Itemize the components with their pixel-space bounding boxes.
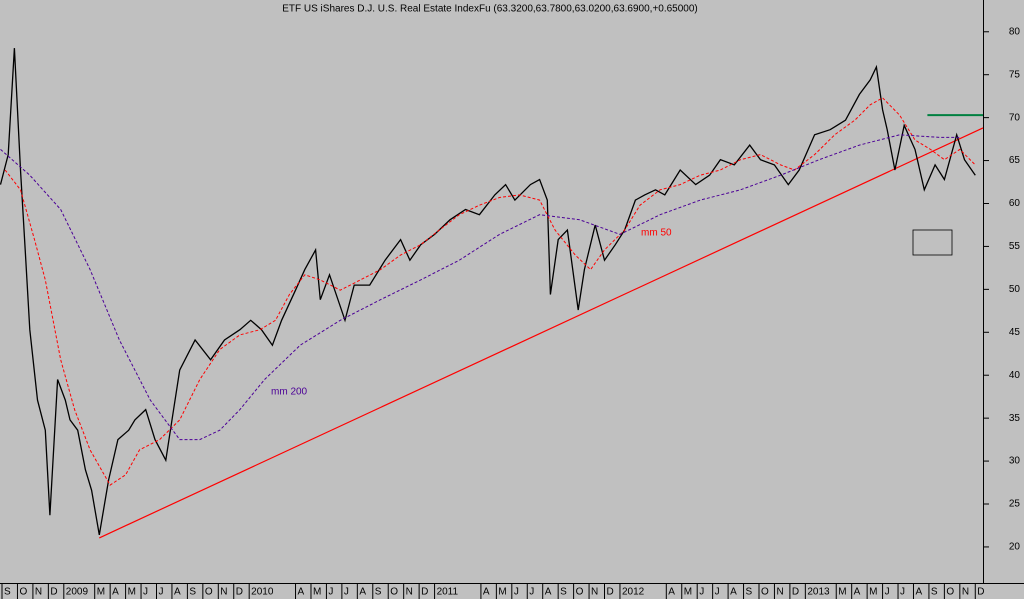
- x-tick-label: A: [298, 587, 305, 598]
- series-line: [0, 134, 960, 441]
- y-tick-label: 50: [1009, 284, 1021, 295]
- x-tick-label: J: [328, 587, 333, 598]
- x-tick-label: J: [529, 587, 534, 598]
- x-tick-label: J: [900, 587, 905, 598]
- x-tick-label: J: [715, 587, 720, 598]
- y-tick-label: 30: [1009, 456, 1021, 467]
- y-tick-label: 25: [1009, 499, 1021, 510]
- x-tick-label: M: [684, 587, 692, 598]
- x-tick-label: O: [576, 587, 584, 598]
- trendline: [99, 127, 984, 539]
- x-tick-label: S: [560, 587, 567, 598]
- x-tick-label: N: [776, 587, 783, 598]
- y-tick-label: 45: [1009, 327, 1021, 338]
- x-tick-label: M: [313, 587, 321, 598]
- x-tick-label: J: [514, 587, 519, 598]
- x-tick-label: 2013: [807, 587, 830, 598]
- x-tick-label: M: [498, 587, 506, 598]
- x-tick-label: A: [668, 587, 675, 598]
- x-tick-label: N: [220, 587, 227, 598]
- annotation-box: [912, 229, 953, 256]
- x-tick-label: A: [915, 587, 922, 598]
- x-tick-label: O: [946, 587, 954, 598]
- x-tick-label: D: [421, 587, 428, 598]
- x-tick-label: O: [205, 587, 213, 598]
- y-tick-label: 35: [1009, 413, 1021, 424]
- chart-title: ETF US iShares D.J. U.S. Real Estate Ind…: [282, 4, 698, 15]
- x-tick-label: D: [792, 587, 799, 598]
- x-tick-label: A: [545, 587, 552, 598]
- x-tick-label: S: [189, 587, 196, 598]
- x-tick-label: M: [128, 587, 136, 598]
- x-tick-label: D: [977, 587, 984, 598]
- y-tick-label: 20: [1009, 542, 1021, 553]
- y-tick-label: 75: [1009, 69, 1021, 80]
- mm50-label: mm 50: [641, 228, 672, 239]
- x-tick-label: M: [869, 587, 877, 598]
- y-tick-label: 55: [1009, 241, 1021, 252]
- x-tick-label: N: [35, 587, 42, 598]
- x-tick-label: N: [962, 587, 969, 598]
- y-tick-label: 60: [1009, 198, 1021, 209]
- x-tick-label: O: [761, 587, 769, 598]
- x-tick-label: A: [730, 587, 737, 598]
- series-line: [4, 97, 976, 486]
- x-tick-label: J: [344, 587, 349, 598]
- series-line: [0, 48, 976, 536]
- plot-area: [0, 0, 983, 583]
- x-tick-label: A: [112, 587, 119, 598]
- x-tick-label: N: [406, 587, 413, 598]
- x-tick-label: D: [607, 587, 614, 598]
- y-tick-label: 70: [1009, 112, 1021, 123]
- x-tick-label: S: [375, 587, 382, 598]
- y-tick-label: 65: [1009, 155, 1021, 166]
- x-tick-label: O: [19, 587, 27, 598]
- x-tick-label: S: [931, 587, 938, 598]
- x-tick-label: A: [483, 587, 490, 598]
- x-tick-label: A: [359, 587, 366, 598]
- x-tick-label: O: [390, 587, 398, 598]
- x-tick-label: A: [174, 587, 181, 598]
- x-tick-label: 2012: [622, 587, 645, 598]
- mm200-label: mm 200: [271, 387, 308, 398]
- x-tick-label: S: [4, 587, 11, 598]
- x-tick-label: 2010: [251, 587, 274, 598]
- x-tick-label: 2011: [437, 587, 459, 598]
- x-tick-label: M: [838, 587, 846, 598]
- x-tick-label: J: [158, 587, 163, 598]
- x-tick-label: D: [50, 587, 57, 598]
- x-tick-label: D: [236, 587, 243, 598]
- x-tick-label: M: [97, 587, 105, 598]
- x-tick-label: J: [885, 587, 890, 598]
- x-tick-label: S: [746, 587, 753, 598]
- x-tick-label: J: [143, 587, 148, 598]
- y-tick-label: 40: [1009, 370, 1021, 381]
- x-tick-label: N: [591, 587, 598, 598]
- x-tick-label: J: [699, 587, 704, 598]
- x-tick-label: 2009: [66, 587, 89, 598]
- x-tick-label: A: [854, 587, 861, 598]
- y-tick-label: 80: [1009, 26, 1021, 37]
